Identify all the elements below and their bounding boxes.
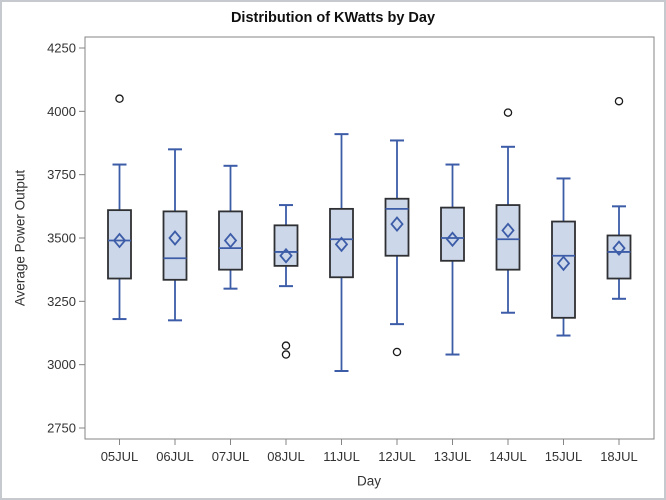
outlier-point: [281, 341, 291, 350]
y-tick-label: 3500: [47, 231, 76, 246]
y-axis-label: Average Power Output: [12, 169, 28, 307]
outlier-point: [281, 350, 291, 359]
outlier-point: [614, 96, 624, 106]
y-tick-label: 3250: [47, 294, 76, 309]
outlier-point: [392, 347, 402, 357]
chart-title: Distribution of KWatts by Day: [230, 10, 436, 26]
y-tick-label: 4000: [47, 104, 76, 119]
iqr-box: [218, 210, 243, 271]
x-tick-label: 15JUL: [545, 449, 583, 464]
mean-diamond: [279, 247, 293, 264]
x-tick-label: 12JUL: [378, 449, 416, 464]
x-tick-label: 18JUL: [600, 449, 638, 464]
iqr-box: [384, 197, 410, 257]
mean-diamond: [445, 231, 460, 248]
iqr-box: [329, 207, 354, 279]
x-axis-label: Day: [356, 473, 382, 489]
mean-diamond: [501, 222, 515, 239]
mean-diamond: [112, 232, 127, 249]
x-tick-label: 13JUL: [434, 449, 472, 464]
x-tick-label: 14JUL: [489, 449, 527, 464]
x-tick-label: 08JUL: [267, 449, 305, 464]
iqr-box: [440, 206, 465, 262]
y-tick-label: 2750: [47, 421, 76, 436]
outlier-point: [503, 108, 513, 117]
iqr-box: [273, 224, 299, 267]
mean-diamond: [334, 236, 349, 253]
outlier-point: [115, 94, 124, 103]
mean-diamond: [556, 255, 571, 272]
y-tick-label: 3000: [47, 357, 76, 372]
x-tick-label: 05JUL: [101, 449, 139, 464]
mean-diamond: [390, 216, 404, 232]
y-tick-label: 4250: [47, 41, 76, 56]
iqr-box: [107, 209, 132, 280]
mean-diamond: [223, 232, 238, 249]
mean-diamond: [168, 230, 182, 246]
x-tick-label: 06JUL: [156, 449, 194, 464]
x-tick-label: 07JUL: [212, 449, 250, 464]
y-tick-label: 3750: [47, 167, 76, 182]
iqr-box: [606, 234, 632, 280]
x-tick-label: 11JUL: [323, 449, 360, 464]
mean-diamond: [612, 240, 626, 257]
